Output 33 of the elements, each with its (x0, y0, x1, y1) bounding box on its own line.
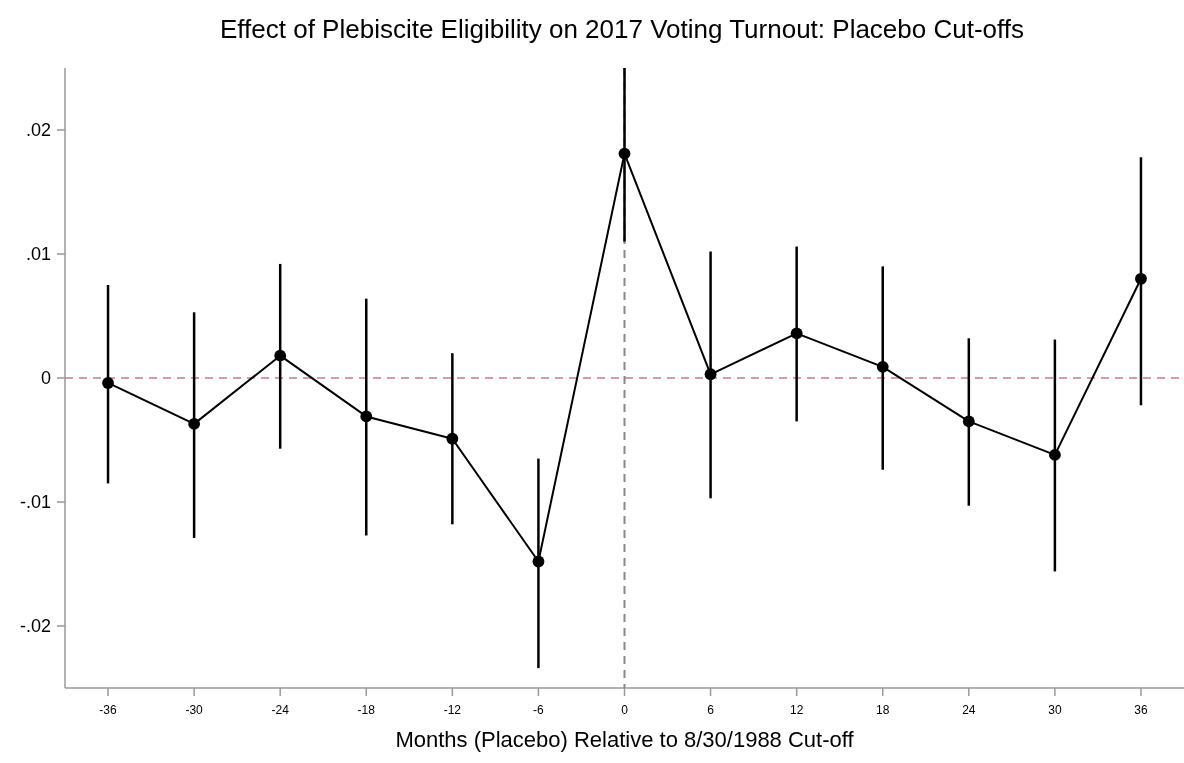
y-tick-label: -.02 (19, 616, 51, 637)
point (1048, 448, 1061, 461)
point (188, 417, 201, 430)
y-tick-label: -.01 (19, 492, 51, 513)
point (102, 377, 114, 389)
x-tick-label: 30 (1048, 703, 1062, 717)
x-tick-label: -24 (271, 703, 290, 717)
point (1135, 272, 1147, 285)
point (446, 432, 459, 445)
x-tick-label: 36 (1134, 703, 1148, 717)
x-tick-label: -12 (443, 703, 462, 717)
x-tick-label: 12 (789, 703, 804, 717)
point (704, 368, 717, 381)
point (876, 360, 889, 373)
x-tick-label: -36 (99, 703, 118, 717)
x-tick-label: -30 (185, 703, 204, 717)
point (618, 147, 631, 160)
point (532, 555, 545, 568)
x-tick-label: -18 (357, 703, 376, 717)
x-axis-title: Months (Placebo) Relative to 8/30/1988 Cut-off (395, 727, 855, 752)
x-tick-label: 0 (621, 703, 629, 717)
point (962, 415, 975, 428)
chart-title: Effect of Plebiscite Eligibility on 2017 Voting Turnout: Placebo Cut-offs (219, 14, 1025, 44)
x-tick-label: 18 (876, 703, 890, 717)
x-tick-label: 6 (707, 703, 715, 717)
point (790, 327, 803, 340)
x-tick-label: 24 (962, 703, 976, 717)
point (360, 410, 373, 423)
y-tick-label: .02 (25, 120, 51, 141)
point (274, 349, 287, 362)
y-tick-label: .01 (25, 244, 51, 265)
y-tick-label: 0 (40, 368, 51, 389)
x-tick-label: -6 (533, 703, 545, 717)
